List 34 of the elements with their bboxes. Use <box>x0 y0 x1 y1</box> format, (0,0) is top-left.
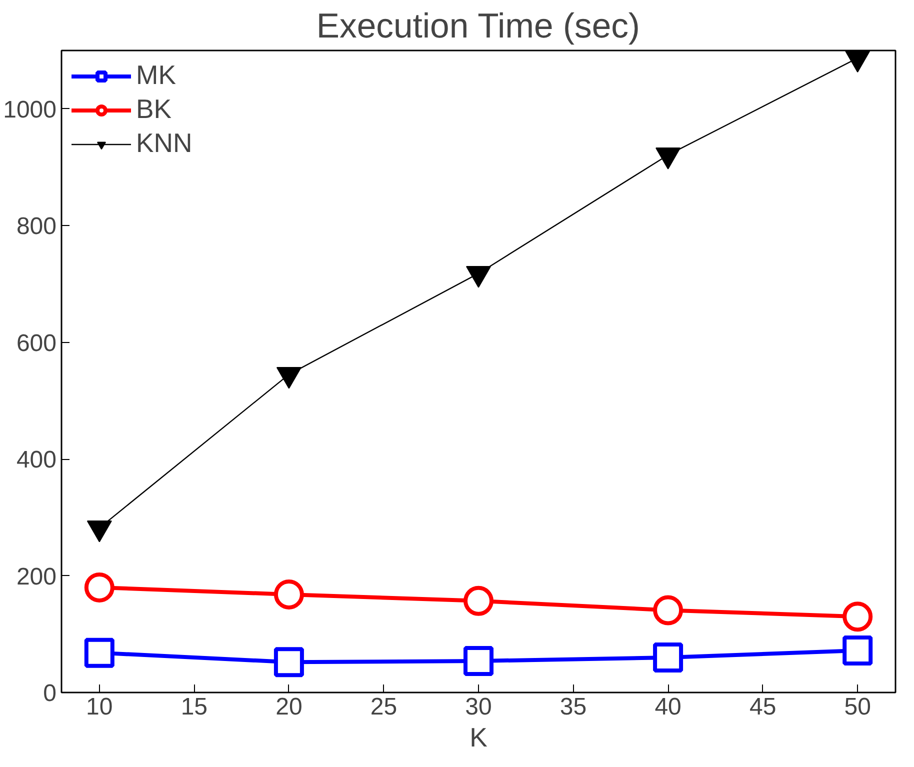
point <box>466 266 491 288</box>
legend-label: BK <box>136 94 172 125</box>
y-tick-label: 400 <box>16 446 57 474</box>
point <box>845 50 870 72</box>
y-tick-label: 1000 <box>3 96 56 124</box>
point <box>656 148 681 170</box>
x-tick-label: 30 <box>465 694 492 720</box>
x-axis-title: K <box>470 722 488 752</box>
y-tick-label: 800 <box>16 213 57 240</box>
point <box>464 586 494 616</box>
point <box>274 579 304 610</box>
point <box>274 647 304 678</box>
point <box>653 595 684 626</box>
x-tick-label: 45 <box>749 694 776 720</box>
x-tick-label: 25 <box>370 694 398 720</box>
x-tick-label: 35 <box>560 694 587 720</box>
y-tick-label: 600 <box>16 330 57 357</box>
point <box>842 602 873 632</box>
y-tick-label: 200 <box>16 563 57 590</box>
point <box>842 635 873 666</box>
legend-label: MK <box>136 60 176 91</box>
x-tick-label: 50 <box>844 694 871 720</box>
legend-label: KNN <box>136 128 192 159</box>
x-tick-label: 40 <box>654 694 682 720</box>
point <box>653 642 684 672</box>
point <box>84 572 114 602</box>
point <box>84 638 114 668</box>
x-tick-label: 20 <box>276 694 302 720</box>
chart-title: Execution Time (sec) <box>316 8 640 46</box>
y-tick-label: 0 <box>43 680 57 707</box>
x-tick-label: 10 <box>86 694 113 720</box>
point <box>276 366 302 389</box>
x-tick-label: 15 <box>180 694 208 720</box>
point <box>464 646 494 676</box>
